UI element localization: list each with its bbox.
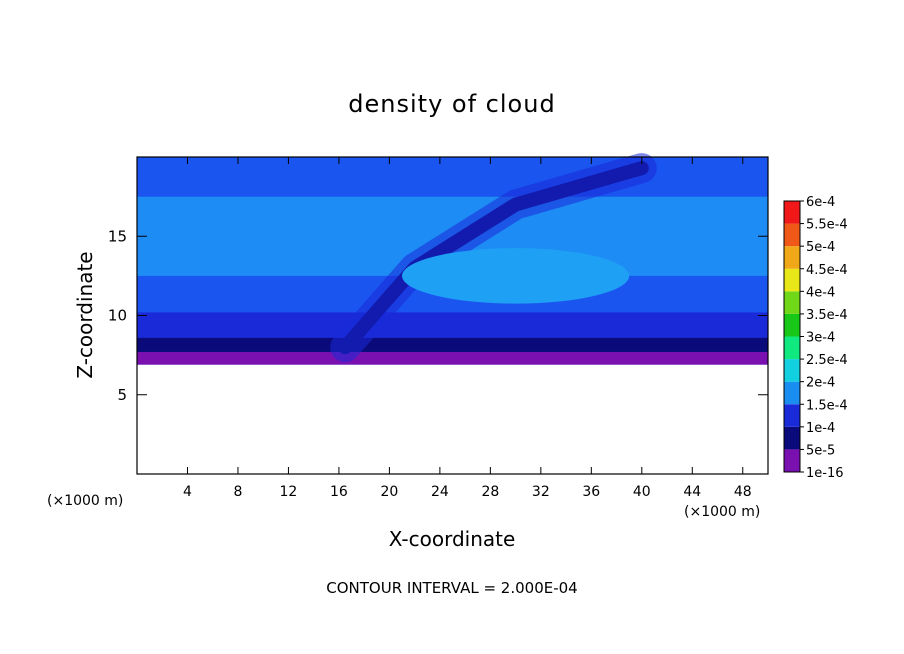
- y-axis: 5 10 15: [108, 227, 768, 404]
- x-tick-label: 16: [330, 484, 348, 500]
- field-layer: [137, 153, 768, 365]
- x-tick-label: 36: [582, 484, 600, 500]
- field-light-pocket: [402, 248, 630, 304]
- x-tick-label: 40: [633, 484, 651, 500]
- x-axis: 4 8 12 16 20 24 28 32 36 40 44 48: [183, 157, 752, 500]
- field-layer-band: [137, 351, 768, 365]
- colorbar-label: 2.5e-4: [806, 353, 848, 368]
- x-tick-label: 12: [280, 484, 298, 500]
- colorbar-swatch: [784, 359, 800, 382]
- x-tick-label: 4: [183, 484, 192, 500]
- colorbar-legend: 1e-16 5e-5 1e-4 1.5e-4 2e-4 2.5e-4 3e-4 3.5e-4 4…: [783, 195, 848, 481]
- x-tick-label: 24: [431, 484, 449, 500]
- field-layer-band: [137, 157, 768, 197]
- y-tick-label: 15: [108, 227, 127, 245]
- field-layer-band: [137, 337, 768, 352]
- x-tick-label: 20: [380, 484, 398, 500]
- chart-title: density of cloud: [348, 90, 555, 118]
- colorbar-swatch: [784, 201, 800, 224]
- colorbar-swatch: [784, 381, 800, 405]
- x-unit-label: (×1000 m): [684, 504, 760, 520]
- colorbar-label: 1e-4: [806, 421, 835, 436]
- colorbar-label: 6e-4: [806, 195, 835, 210]
- field-layer-band: [137, 312, 768, 338]
- colorbar-label: 5e-5: [806, 443, 835, 458]
- y-axis-label: Z-coordinate: [73, 251, 97, 378]
- colorbar-swatch: [784, 426, 800, 450]
- colorbar-label: 1e-16: [806, 466, 844, 481]
- colorbar-label: 4.5e-4: [806, 263, 848, 278]
- colorbar-swatch: [784, 246, 800, 269]
- colorbar-swatch: [784, 313, 800, 337]
- colorbar-swatch: [784, 404, 800, 427]
- x-axis-label: X-coordinate: [389, 527, 516, 551]
- x-tick-label: 32: [532, 484, 550, 500]
- colorbar-swatch: [784, 268, 800, 292]
- colorbar-label: 5.5e-4: [806, 218, 848, 233]
- colorbar-swatch: [784, 336, 800, 360]
- colorbar-label: 1.5e-4: [806, 398, 848, 413]
- field-ridge-halo: [330, 153, 657, 363]
- x-tick-label: 48: [734, 484, 752, 500]
- colorbar-swatch: [784, 223, 800, 247]
- x-tick-label: 8: [233, 484, 242, 500]
- x-tick-label: 44: [683, 484, 701, 500]
- colorbar-label: 3e-4: [806, 331, 835, 346]
- colorbar-swatch: [784, 449, 800, 472]
- colorbar-label: 3.5e-4: [806, 308, 848, 323]
- x-tick-label: 28: [481, 484, 499, 500]
- colorbar-swatch: [784, 291, 800, 314]
- colorbar-label: 5e-4: [806, 240, 835, 255]
- plot-area: [136, 153, 769, 475]
- y-tick-label: 5: [117, 386, 127, 404]
- contour-interval-footer: CONTOUR INTERVAL = 2.000E-04: [326, 579, 577, 597]
- y-unit-label: (×1000 m): [47, 493, 123, 509]
- colorbar-label: 2e-4: [806, 376, 835, 391]
- y-tick-label: 10: [108, 307, 127, 325]
- colorbar-label: 4e-4: [806, 285, 835, 300]
